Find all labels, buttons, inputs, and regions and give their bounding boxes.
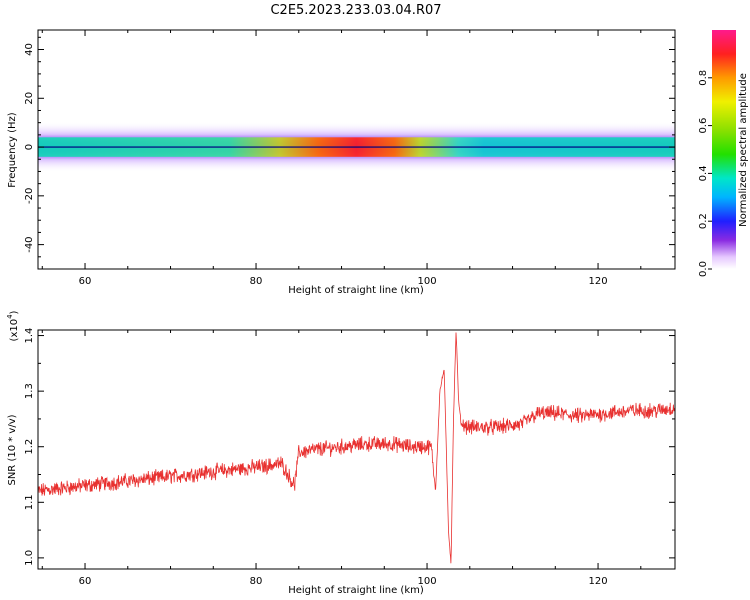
spectrogram-y-tick-label: -20 — [24, 188, 35, 204]
snr-y-multiplier-close: ) — [9, 310, 20, 314]
spectrogram-x-tick-label: 120 — [589, 276, 608, 287]
snr-y-multiplier-exp: 4 — [6, 314, 14, 319]
figure-title: C2E5.2023.233.03.04.R07 — [270, 3, 441, 18]
snr-y-axis: 1.0 1.1 1.2 1.3 1.4 — [24, 328, 675, 566]
spectrogram-frame — [37, 29, 676, 270]
snr-x-tick-label: 120 — [589, 576, 608, 587]
spectrogram-core-line — [38, 146, 675, 148]
spectrogram-x-tick-label: 60 — [79, 276, 92, 287]
spectrogram-x-tick-label: 80 — [250, 276, 263, 287]
colorbar-gradient — [712, 30, 736, 269]
colorbar: 0.0 0.2 0.4 0.6 0.8 Normalized spectral ampl… — [698, 30, 749, 277]
snr-y-tick-label: 1.3 — [24, 383, 35, 399]
colorbar-ticks: 0.0 0.2 0.4 0.6 0.8 — [698, 70, 712, 277]
spectrogram-y-axis: 40 20 0 -20 -40 — [24, 36, 675, 270]
snr-y-tick-label: 1.4 — [24, 328, 35, 344]
snr-x-tick-label: 80 — [250, 576, 263, 587]
colorbar-tick-label: 0.6 — [698, 118, 709, 134]
snr-x-label: Height of straight line (km) — [288, 585, 424, 596]
spectrogram-x-label: Height of straight line (km) — [288, 285, 424, 296]
colorbar-tick-label: 0.8 — [698, 70, 709, 86]
spectrogram-y-tick-label: 40 — [24, 43, 35, 56]
snr-series-line — [38, 332, 675, 564]
snr-frame — [37, 329, 676, 570]
snr-y-tick-label: 1.2 — [24, 439, 35, 455]
colorbar-tick-label: 0.2 — [698, 213, 709, 229]
spectrogram-y-tick-label: -40 — [24, 236, 35, 252]
spectrogram-y-tick-label: 20 — [24, 92, 35, 105]
spectrogram-x-tick-label: 100 — [417, 276, 436, 287]
snr-x-tick-label: 100 — [417, 576, 436, 587]
colorbar-tick-label: 0.4 — [698, 165, 709, 181]
spectrogram-y-label: Frequency (Hz) — [7, 112, 18, 188]
snr-y-multiplier: (x104) — [6, 310, 20, 341]
spectrogram-y-tick-label: 0 — [24, 144, 35, 150]
snr-y-label: SNR (10 * v/v) — [7, 414, 18, 485]
snr-y-multiplier-base: (x10 — [9, 319, 20, 342]
snr-panel: 60 80 100 120 1.0 1.1 1.2 1.3 1.4 Height of str… — [6, 310, 676, 596]
snr-y-tick-label: 1.0 — [24, 550, 35, 566]
spectrogram-x-axis: 60 80 100 120 — [41, 30, 642, 287]
snr-x-axis: 60 80 100 120 — [41, 330, 642, 587]
colorbar-label: Normalized spectral amplitude — [738, 73, 749, 227]
snr-y-tick-label: 1.1 — [24, 494, 35, 510]
colorbar-tick-label: 0.0 — [698, 261, 709, 277]
spectrogram-panel: 60 80 100 120 40 20 0 -20 -40 Height of straigh… — [7, 29, 676, 296]
snr-x-tick-label: 60 — [79, 576, 92, 587]
